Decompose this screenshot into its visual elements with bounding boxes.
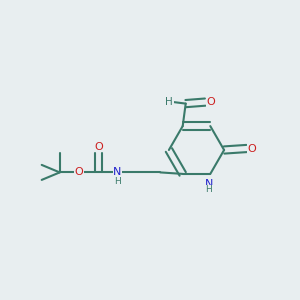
Text: H: H bbox=[165, 97, 173, 107]
Text: H: H bbox=[114, 177, 121, 186]
Text: N: N bbox=[113, 167, 122, 177]
Text: H: H bbox=[206, 185, 212, 194]
Text: O: O bbox=[94, 142, 103, 152]
Text: O: O bbox=[206, 97, 215, 107]
Text: N: N bbox=[205, 179, 213, 189]
Text: O: O bbox=[248, 143, 256, 154]
Text: O: O bbox=[74, 167, 83, 176]
